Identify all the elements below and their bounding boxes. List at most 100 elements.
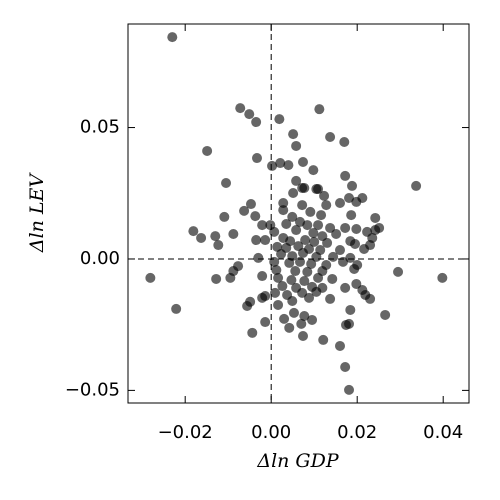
point: [251, 235, 262, 246]
point: [270, 287, 281, 298]
point: [327, 273, 338, 284]
point: [291, 225, 302, 236]
point: [344, 384, 355, 395]
point: [295, 256, 306, 267]
point: [308, 165, 319, 176]
point: [311, 286, 322, 297]
point: [274, 114, 285, 125]
point: [291, 175, 302, 186]
point: [269, 256, 280, 267]
point: [345, 304, 356, 315]
point: [302, 220, 313, 231]
point: [311, 251, 322, 262]
point: [351, 196, 362, 207]
point: [296, 318, 307, 329]
point: [271, 265, 282, 276]
point: [411, 180, 422, 191]
point: [351, 224, 362, 235]
point: [340, 222, 351, 233]
point: [260, 235, 271, 246]
point: [359, 243, 370, 254]
x-tick-label: 0.00: [251, 422, 291, 443]
point: [370, 212, 381, 223]
point: [304, 292, 315, 303]
point: [345, 252, 356, 263]
point: [340, 361, 351, 372]
point: [239, 205, 250, 216]
point: [250, 211, 261, 222]
point: [269, 226, 280, 237]
point: [340, 170, 351, 181]
point: [288, 187, 299, 198]
point: [286, 274, 297, 285]
point: [253, 252, 264, 263]
point: [219, 211, 230, 222]
point: [341, 319, 352, 330]
point: [316, 210, 327, 221]
point: [281, 219, 292, 230]
point: [308, 227, 319, 238]
point: [305, 206, 316, 217]
point: [338, 256, 349, 267]
point: [211, 273, 222, 284]
point: [325, 293, 336, 304]
point: [297, 287, 308, 298]
point: [257, 220, 268, 231]
y-tick-label: 0.05: [80, 117, 120, 138]
point: [247, 327, 258, 338]
point: [288, 129, 299, 140]
point: [288, 307, 299, 318]
x-tick-label: 0.02: [337, 422, 377, 443]
point: [346, 210, 357, 221]
point: [260, 317, 271, 328]
point: [322, 237, 333, 248]
point: [302, 266, 313, 277]
point: [437, 272, 448, 283]
point: [347, 180, 358, 191]
point: [328, 251, 339, 262]
point: [284, 322, 295, 333]
point: [325, 132, 336, 143]
point: [251, 117, 262, 128]
point: [202, 145, 213, 156]
point: [307, 314, 318, 325]
point: [279, 313, 290, 324]
point: [257, 271, 268, 282]
point: [235, 103, 246, 114]
point: [171, 303, 182, 314]
point: [188, 226, 199, 237]
x-tick-label: −0.02: [158, 422, 213, 443]
point: [167, 32, 178, 43]
point: [298, 247, 309, 258]
point: [344, 192, 355, 203]
point: [321, 200, 332, 211]
point: [277, 281, 288, 292]
point: [275, 158, 286, 169]
point: [313, 220, 324, 231]
point: [306, 258, 317, 269]
x-axis-label: Δln GDP: [256, 450, 339, 472]
point: [273, 299, 284, 310]
point: [287, 211, 298, 222]
point: [313, 272, 324, 283]
point: [225, 272, 236, 283]
point: [393, 266, 404, 277]
point: [313, 184, 324, 195]
point: [309, 236, 320, 247]
point: [340, 282, 351, 293]
point: [299, 311, 310, 322]
plot-frame: [127, 23, 470, 404]
point: [334, 197, 345, 208]
point: [221, 178, 232, 189]
point: [267, 160, 278, 171]
point: [245, 296, 256, 307]
point: [298, 156, 309, 167]
point: [319, 190, 330, 201]
point: [213, 240, 224, 251]
point: [252, 153, 263, 164]
point: [298, 330, 309, 341]
point: [196, 232, 207, 243]
point: [380, 309, 391, 320]
point: [351, 278, 362, 289]
point: [284, 257, 295, 268]
